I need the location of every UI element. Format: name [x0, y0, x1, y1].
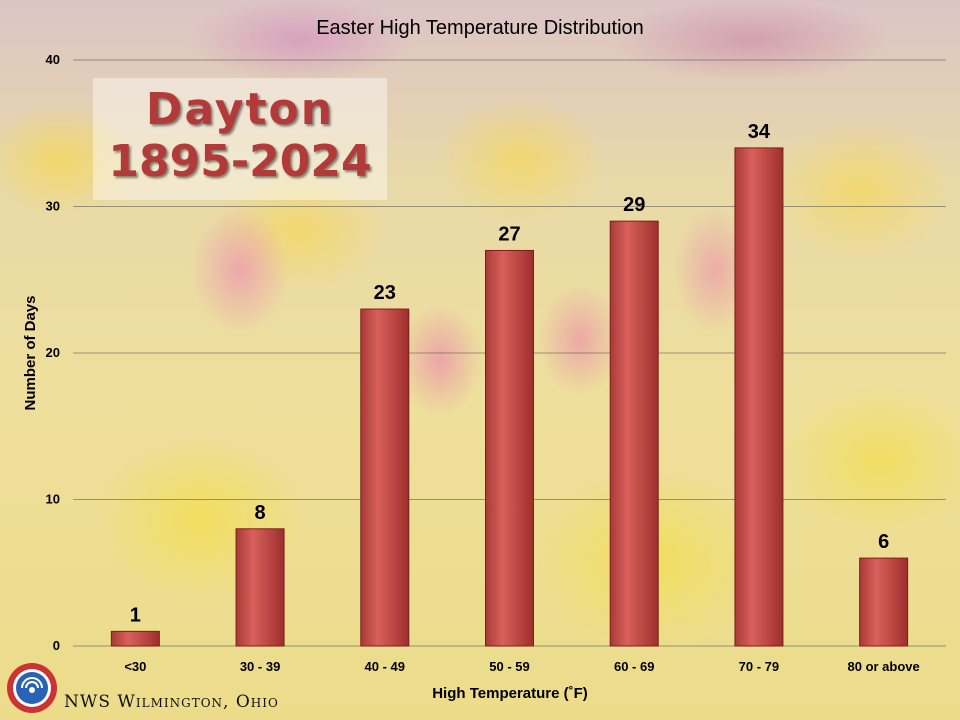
y-axis-ticks: 0 10 20 30 40 [46, 52, 60, 653]
data-label: 23 [374, 282, 396, 304]
x-tick-label: 80 or above [848, 659, 920, 674]
x-tick-label: <30 [124, 659, 146, 674]
y-tick-label: 10 [46, 492, 60, 507]
bar-3 [485, 249, 534, 647]
bar-2 [360, 308, 410, 647]
y-tick-label: 40 [46, 52, 60, 67]
station-name: Dayton [145, 84, 335, 135]
data-labels: 1 8 23 27 29 34 6 [130, 121, 889, 626]
station-overlay: Dayton 1895-2024 [93, 78, 387, 200]
y-axis-title: Number of Days [22, 295, 39, 410]
data-label: 34 [748, 121, 771, 143]
x-tick-label: 30 - 39 [240, 659, 280, 674]
x-axis-title: High Temperature (˚F) [432, 685, 588, 702]
bar-0 [110, 630, 160, 647]
data-label: 27 [498, 223, 520, 245]
y-tick-label: 30 [46, 199, 60, 214]
station-period: 1895-2024 [108, 136, 372, 187]
data-label: 6 [878, 531, 889, 553]
office-name: NWS Wilmington, Ohio [64, 692, 279, 712]
x-tick-label: 60 - 69 [614, 659, 654, 674]
bar-6 [859, 557, 909, 647]
data-label: 1 [130, 604, 141, 626]
x-tick-label: 40 - 49 [365, 659, 405, 674]
x-tick-label: 50 - 59 [489, 659, 529, 674]
data-label: 8 [255, 502, 266, 524]
data-label: 29 [623, 194, 645, 216]
y-tick-label: 0 [53, 638, 60, 653]
bar-5 [734, 147, 784, 647]
nws-logo-icon [7, 663, 57, 713]
x-tick-label: 70 - 79 [739, 659, 779, 674]
chart-title: Easter High Temperature Distribution [316, 17, 644, 39]
bars [110, 147, 909, 647]
bar-1 [235, 528, 285, 647]
x-axis-ticks: <30 30 - 39 40 - 49 50 - 59 60 - 69 70 - 79 80… [124, 659, 919, 674]
y-tick-label: 20 [46, 345, 60, 360]
bar-4 [609, 220, 659, 647]
